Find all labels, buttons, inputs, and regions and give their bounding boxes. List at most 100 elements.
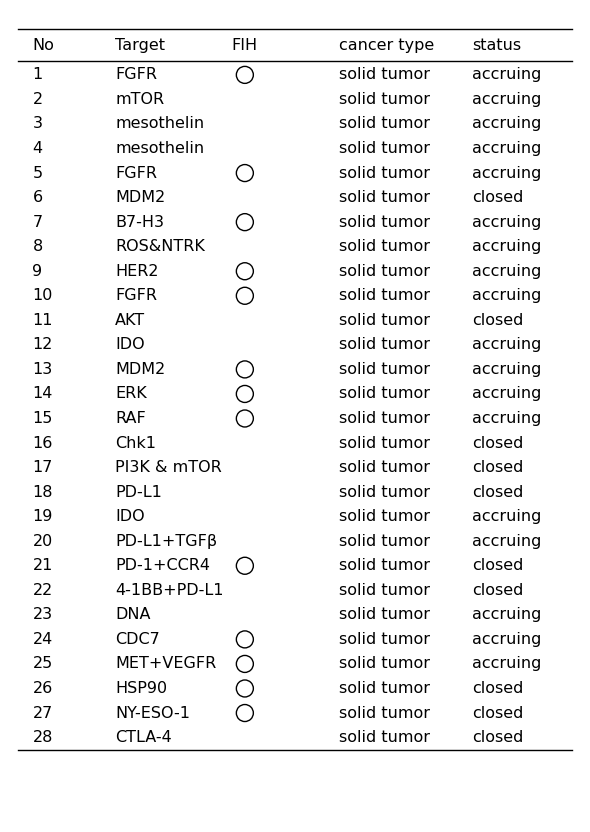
Text: solid tumor: solid tumor [339, 92, 430, 107]
Text: NY-ESO-1: NY-ESO-1 [115, 706, 190, 721]
Text: FGFR: FGFR [115, 288, 157, 304]
Text: 6: 6 [32, 190, 42, 206]
Text: FIH: FIH [232, 38, 258, 53]
Text: mesothelin: mesothelin [115, 116, 204, 131]
Text: solid tumor: solid tumor [339, 116, 430, 131]
Text: 4: 4 [32, 141, 42, 156]
Text: closed: closed [472, 706, 523, 721]
Text: CTLA-4: CTLA-4 [115, 730, 172, 745]
Text: solid tumor: solid tumor [339, 681, 430, 696]
Text: solid tumor: solid tumor [339, 362, 430, 377]
Text: solid tumor: solid tumor [339, 533, 430, 549]
Text: 27: 27 [32, 706, 53, 721]
Text: solid tumor: solid tumor [339, 67, 430, 82]
Text: 23: 23 [32, 607, 53, 622]
Text: B7-H3: B7-H3 [115, 215, 164, 230]
Text: DNA: DNA [115, 607, 150, 622]
Text: PI3K & mTOR: PI3K & mTOR [115, 460, 222, 475]
Text: 22: 22 [32, 582, 53, 598]
Text: closed: closed [472, 190, 523, 206]
Text: status: status [472, 38, 521, 53]
Text: solid tumor: solid tumor [339, 730, 430, 745]
Text: Chk1: Chk1 [115, 435, 156, 451]
Text: closed: closed [472, 435, 523, 451]
Text: 26: 26 [32, 681, 53, 696]
Text: solid tumor: solid tumor [339, 435, 430, 451]
Text: solid tumor: solid tumor [339, 607, 430, 622]
Text: closed: closed [472, 681, 523, 696]
Text: PD-1+CCR4: PD-1+CCR4 [115, 558, 210, 573]
Text: 28: 28 [32, 730, 53, 745]
Text: 4-1BB+PD-L1: 4-1BB+PD-L1 [115, 582, 224, 598]
Text: accruing: accruing [472, 337, 542, 353]
Text: mTOR: mTOR [115, 92, 164, 107]
Text: RAF: RAF [115, 411, 146, 426]
Text: 21: 21 [32, 558, 53, 573]
Text: solid tumor: solid tumor [339, 706, 430, 721]
Text: solid tumor: solid tumor [339, 656, 430, 671]
Text: solid tumor: solid tumor [339, 239, 430, 255]
Text: accruing: accruing [472, 386, 542, 402]
Text: closed: closed [472, 558, 523, 573]
Text: solid tumor: solid tumor [339, 337, 430, 353]
Text: 11: 11 [32, 313, 53, 328]
Text: accruing: accruing [472, 215, 542, 230]
Text: solid tumor: solid tumor [339, 313, 430, 328]
Text: PD-L1+TGFβ: PD-L1+TGFβ [115, 533, 217, 549]
Text: solid tumor: solid tumor [339, 386, 430, 402]
Text: solid tumor: solid tumor [339, 460, 430, 475]
Text: 25: 25 [32, 656, 53, 671]
Text: solid tumor: solid tumor [339, 558, 430, 573]
Text: 9: 9 [32, 264, 42, 279]
Text: accruing: accruing [472, 656, 542, 671]
Text: solid tumor: solid tumor [339, 484, 430, 500]
Text: HER2: HER2 [115, 264, 159, 279]
Text: Target: Target [115, 38, 165, 53]
Text: 8: 8 [32, 239, 42, 255]
Text: 16: 16 [32, 435, 53, 451]
Text: 5: 5 [32, 166, 42, 181]
Text: IDO: IDO [115, 509, 145, 524]
Text: 1: 1 [32, 67, 42, 82]
Text: 12: 12 [32, 337, 53, 353]
Text: solid tumor: solid tumor [339, 631, 430, 647]
Text: accruing: accruing [472, 533, 542, 549]
Text: solid tumor: solid tumor [339, 215, 430, 230]
Text: 3: 3 [32, 116, 42, 131]
Text: 15: 15 [32, 411, 53, 426]
Text: accruing: accruing [472, 67, 542, 82]
Text: 18: 18 [32, 484, 53, 500]
Text: solid tumor: solid tumor [339, 582, 430, 598]
Text: closed: closed [472, 484, 523, 500]
Text: mesothelin: mesothelin [115, 141, 204, 156]
Text: accruing: accruing [472, 264, 542, 279]
Text: closed: closed [472, 730, 523, 745]
Text: solid tumor: solid tumor [339, 288, 430, 304]
Text: accruing: accruing [472, 166, 542, 181]
Text: accruing: accruing [472, 631, 542, 647]
Text: solid tumor: solid tumor [339, 190, 430, 206]
Text: AKT: AKT [115, 313, 145, 328]
Text: closed: closed [472, 582, 523, 598]
Text: ROS&NTRK: ROS&NTRK [115, 239, 205, 255]
Text: solid tumor: solid tumor [339, 509, 430, 524]
Text: accruing: accruing [472, 116, 542, 131]
Text: 7: 7 [32, 215, 42, 230]
Text: cancer type: cancer type [339, 38, 434, 53]
Text: closed: closed [472, 460, 523, 475]
Text: accruing: accruing [472, 141, 542, 156]
Text: accruing: accruing [472, 607, 542, 622]
Text: 20: 20 [32, 533, 53, 549]
Text: 2: 2 [32, 92, 42, 107]
Text: HSP90: HSP90 [115, 681, 167, 696]
Text: accruing: accruing [472, 509, 542, 524]
Text: FGFR: FGFR [115, 67, 157, 82]
Text: MDM2: MDM2 [115, 362, 165, 377]
Text: PD-L1: PD-L1 [115, 484, 162, 500]
Text: MET+VEGFR: MET+VEGFR [115, 656, 217, 671]
Text: 13: 13 [32, 362, 53, 377]
Text: accruing: accruing [472, 288, 542, 304]
Text: 10: 10 [32, 288, 53, 304]
Text: 24: 24 [32, 631, 53, 647]
Text: 14: 14 [32, 386, 53, 402]
